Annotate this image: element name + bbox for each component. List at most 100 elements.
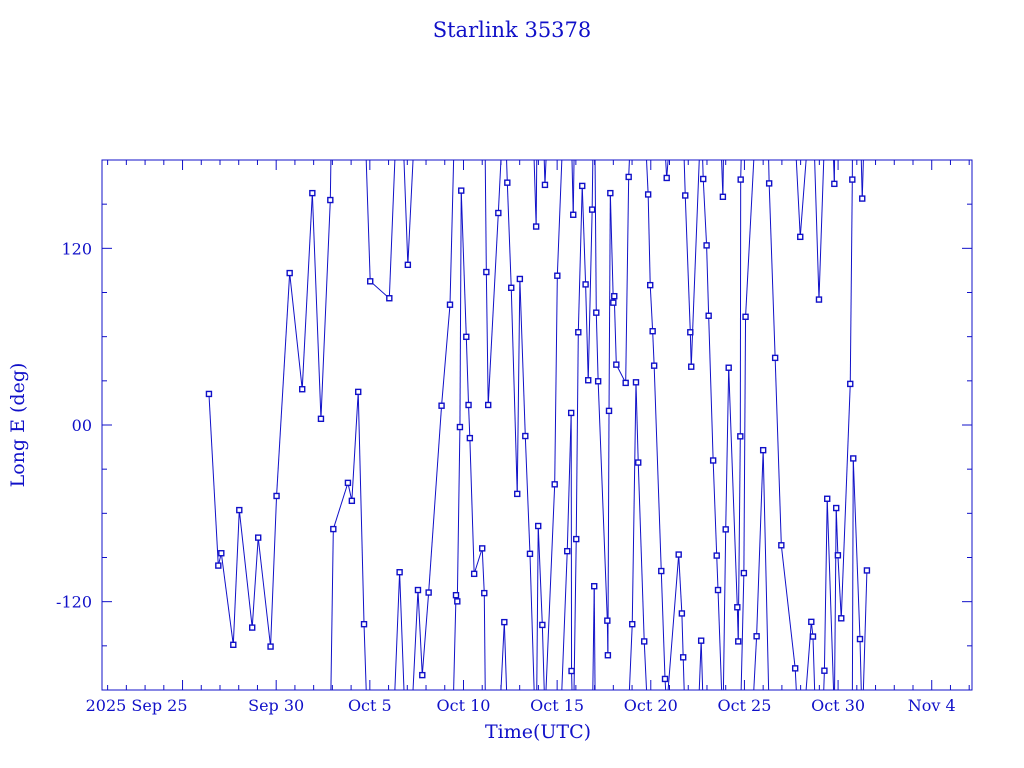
series-lines (208, 159, 868, 691)
data-point-marker (317, 415, 325, 423)
series-segment (613, 296, 617, 365)
series-segment (497, 159, 502, 214)
data-point-marker (765, 180, 773, 187)
series-segment (351, 391, 359, 501)
series-markers (205, 173, 871, 683)
series-segment (607, 410, 610, 656)
data-point-marker (255, 534, 262, 541)
data-point-marker (697, 637, 705, 644)
data-point-marker (737, 433, 744, 440)
series-segment (725, 367, 730, 530)
series-segment (762, 450, 770, 691)
series-segment (510, 287, 518, 494)
x-tick-label: Oct 15 (530, 696, 584, 715)
data-point-marker (629, 620, 636, 628)
data-point-marker (438, 402, 445, 409)
series-segment (481, 548, 485, 594)
data-point-marker (535, 522, 542, 530)
data-point-marker (682, 192, 689, 199)
series-segment (851, 458, 854, 691)
data-point-marker (344, 479, 352, 487)
data-point-marker (309, 189, 316, 197)
data-point-marker (458, 187, 465, 194)
data-point-marker (821, 667, 828, 674)
data-point-marker (610, 299, 617, 306)
series-segment (566, 412, 572, 552)
data-point-marker (834, 552, 842, 559)
series-segment (835, 508, 839, 556)
series-segment (852, 458, 861, 640)
data-point-marker (579, 182, 586, 190)
series-segment (545, 484, 556, 691)
data-point-marker (635, 459, 642, 466)
series-segment (483, 593, 486, 691)
data-point-marker (591, 583, 598, 590)
x-tick-label: Sep 30 (248, 696, 304, 715)
data-point-marker (688, 363, 695, 370)
data-point-marker (249, 624, 256, 631)
series-segment (506, 182, 512, 288)
data-point-marker (713, 552, 720, 559)
series-segment (469, 438, 475, 574)
series-segment (516, 278, 521, 494)
data-point-marker (722, 526, 729, 533)
data-point-marker (687, 329, 694, 336)
data-point-marker (466, 434, 474, 442)
data-point-marker (833, 504, 840, 512)
series-segment (544, 159, 547, 185)
series-segment (774, 357, 782, 546)
data-point-marker (230, 641, 237, 649)
data-point-marker (218, 550, 225, 557)
data-point-marker (396, 569, 403, 576)
data-point-marker (815, 296, 823, 303)
data-point-marker (605, 407, 613, 415)
data-point-marker (355, 388, 362, 396)
data-point-marker (585, 377, 592, 384)
series-segment (608, 193, 611, 411)
data-point-marker (719, 193, 727, 201)
series-segment (660, 571, 666, 679)
series-segment (330, 529, 334, 691)
series-segment (270, 495, 278, 647)
data-point-marker (575, 329, 582, 336)
series-segment (849, 179, 853, 384)
data-point-marker (425, 589, 432, 596)
series-segment (276, 273, 291, 496)
data-point-marker (267, 643, 274, 650)
data-point-marker (594, 378, 602, 385)
series-segment (554, 275, 558, 485)
series-segment (745, 159, 755, 317)
y-tick-label: 00 (72, 416, 92, 435)
series-segment (561, 551, 568, 691)
series-segment (647, 194, 651, 286)
data-point-marker (463, 333, 470, 341)
data-point-marker (791, 665, 799, 672)
series-segment (232, 510, 240, 645)
series-segment (716, 555, 719, 591)
y-axis-label: Long E (deg) (7, 363, 29, 488)
series-segment (417, 590, 423, 676)
axis-tick-labels: 2025 Sep 25 Sep 30 Oct 5 Oct 10 Oct 15 Oct 20… (56, 239, 956, 715)
series-segment (637, 462, 645, 642)
series-segment (840, 383, 851, 619)
series-segment (818, 159, 825, 300)
data-point-marker (675, 551, 682, 558)
series-segment (823, 498, 828, 671)
data-point-marker (495, 209, 502, 217)
data-point-marker (508, 284, 515, 291)
series-segment (503, 622, 508, 691)
data-point-marker (742, 313, 749, 320)
series-segment (740, 573, 745, 691)
series-segment (587, 209, 593, 381)
chart-title: Starlink 35378 (433, 18, 592, 42)
data-point-marker (551, 481, 558, 488)
data-point-marker (516, 275, 524, 283)
series-segment (859, 639, 862, 691)
series-segment (407, 159, 414, 265)
data-point-marker (567, 409, 575, 417)
series-segment (635, 382, 639, 463)
data-point-marker (479, 545, 486, 552)
series-segment (681, 613, 684, 658)
series-segment (799, 159, 807, 237)
series-segment (289, 273, 303, 390)
